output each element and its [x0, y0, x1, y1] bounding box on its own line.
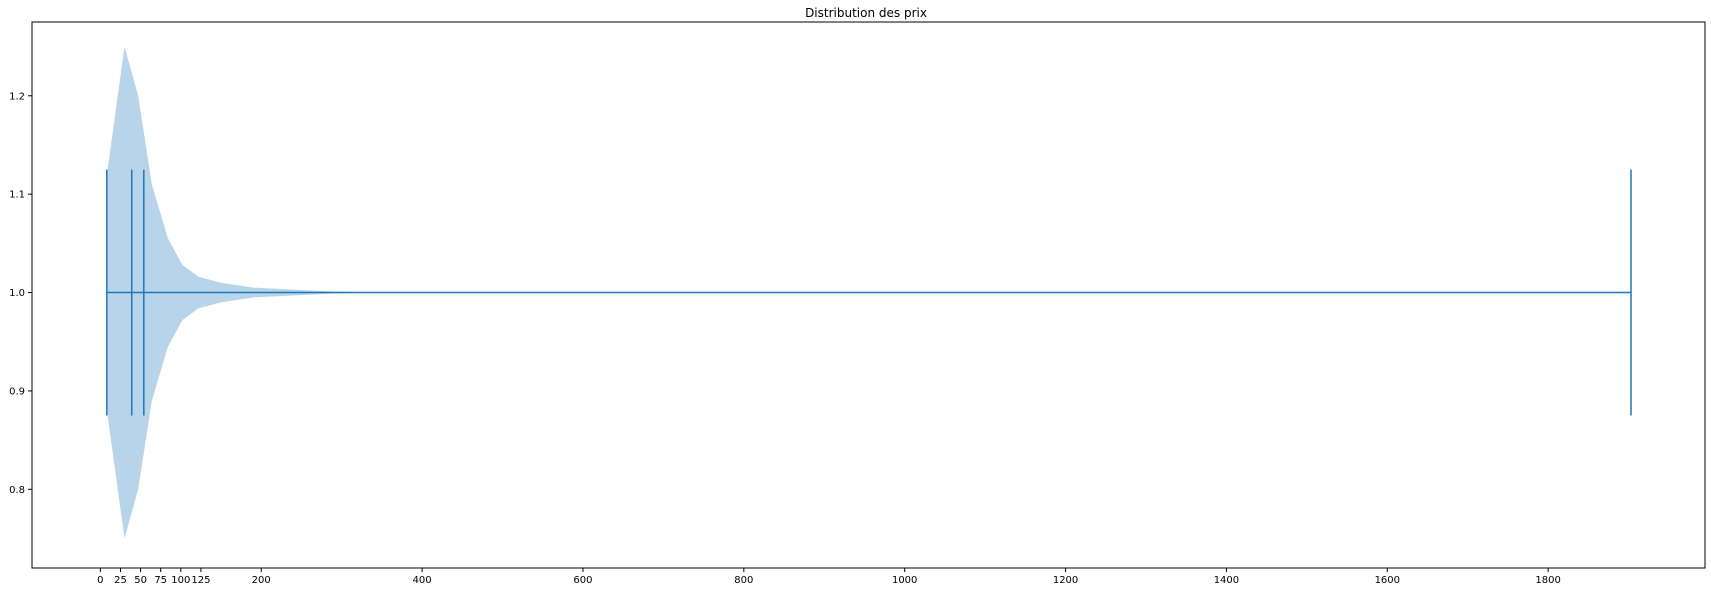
x-tick-label: 100 — [171, 575, 190, 586]
x-tick-label: 1800 — [1535, 575, 1560, 586]
x-tick-label: 50 — [134, 575, 147, 586]
x-tick-label: 400 — [413, 575, 432, 586]
x-tick-label: 200 — [252, 575, 271, 586]
plot-area — [106, 46, 1632, 539]
x-tick-label: 1600 — [1375, 575, 1400, 586]
y-tick-label: 1.0 — [9, 288, 25, 299]
y-tick-label: 0.8 — [9, 485, 25, 496]
y-axis: 0.8 0.9 1.0 1.1 1.2 — [9, 91, 32, 496]
x-tick-label: 1400 — [1214, 575, 1239, 586]
x-tick-label: 125 — [191, 575, 210, 586]
x-tick-label: 75 — [154, 575, 167, 586]
x-axis: 0 25 50 75 100 125 200 400 600 800 1000 1200 1400 160… — [97, 568, 1561, 586]
x-tick-label: 600 — [573, 575, 592, 586]
x-tick-label: 1200 — [1053, 575, 1078, 586]
chart-title: Distribution des prix — [805, 6, 927, 20]
x-tick-label: 800 — [734, 575, 753, 586]
y-tick-label: 1.2 — [9, 91, 25, 102]
y-tick-label: 1.1 — [9, 190, 25, 201]
x-tick-label: 1000 — [892, 575, 917, 586]
y-tick-label: 0.9 — [9, 386, 25, 397]
x-tick-label: 0 — [97, 575, 103, 586]
x-tick-label: 25 — [114, 575, 127, 586]
axes-frame — [31, 21, 1706, 569]
